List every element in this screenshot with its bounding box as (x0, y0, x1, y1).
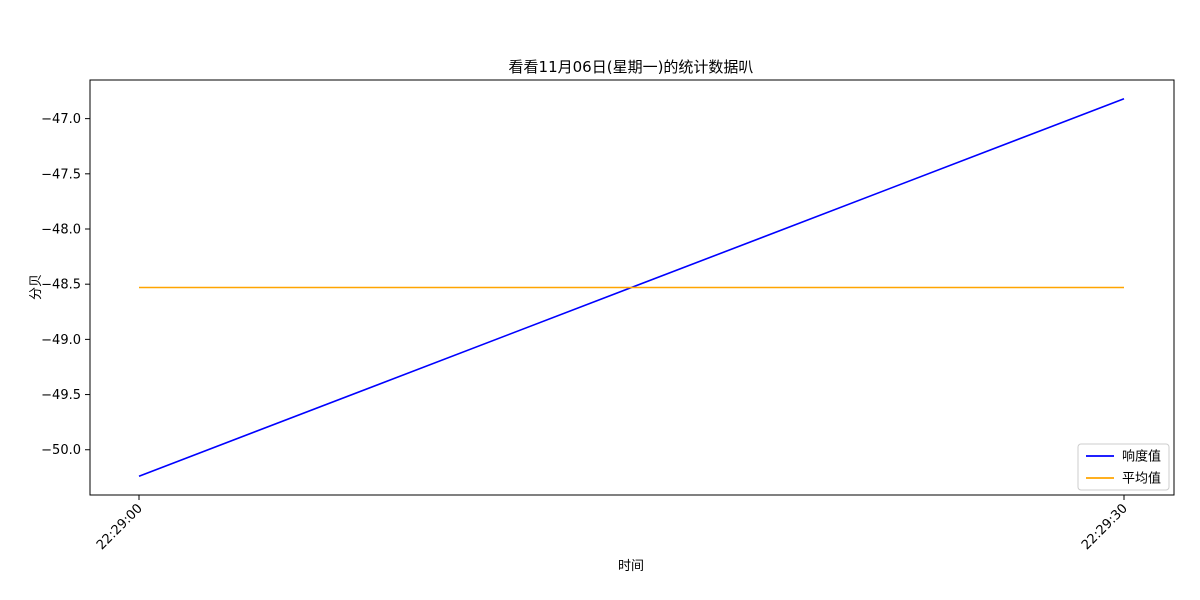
plot-area-frame (89, 79, 1175, 496)
chart-title: 看看11月06日(星期一)的统计数据叭 (509, 58, 754, 76)
y-tick-label: −48.0 (41, 223, 81, 238)
y-tick-label: −47.0 (41, 112, 81, 127)
x-axis-title: 时间 (618, 559, 644, 574)
y-tick-label: −50.0 (41, 443, 81, 458)
legend-label-1: 平均值 (1122, 471, 1161, 487)
y-tick-label: −47.5 (41, 167, 81, 182)
y-tick-label: −49.0 (41, 333, 81, 348)
y-axis: −50.0 −49.5 −49.0 −48.5 −48.0 −47.5 −47.0 (41, 112, 90, 458)
y-tick-label: −48.5 (41, 278, 81, 293)
y-axis-title: 分贝 (29, 274, 44, 300)
y-tick-label: −49.5 (41, 388, 81, 403)
legend-label-0: 响度值 (1122, 449, 1161, 465)
series-layer (138, 98, 1125, 477)
